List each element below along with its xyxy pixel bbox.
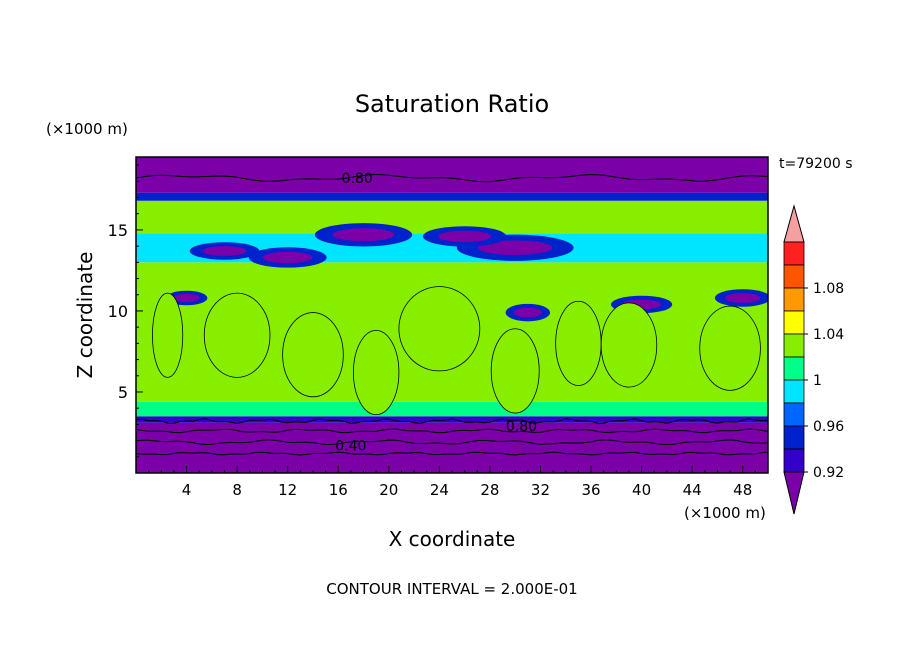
colorbar-box xyxy=(783,241,805,266)
dry-air-core xyxy=(332,228,395,242)
field-layer xyxy=(136,401,768,417)
contour-line xyxy=(136,428,768,434)
colorbar-min-triangle xyxy=(783,471,805,515)
dry-air-core xyxy=(173,293,200,303)
x-tick-label: 44 xyxy=(683,481,702,499)
colorbar-label: 1.04 xyxy=(813,327,844,343)
colorbar-label: 0.92 xyxy=(813,465,844,481)
dry-air-core xyxy=(202,246,247,256)
colorbar-box xyxy=(783,264,805,289)
moist-plume xyxy=(282,312,344,398)
time-label: t=79200 s xyxy=(779,156,853,172)
x-tick-label: 20 xyxy=(379,481,398,499)
contour-line xyxy=(136,451,768,456)
x-unit-label: (×1000 m) xyxy=(684,504,766,522)
x-tick-label: 24 xyxy=(430,481,449,499)
colorbar-box xyxy=(783,310,805,335)
colorbar-box xyxy=(783,448,805,473)
colorbar-box xyxy=(783,425,805,450)
moist-plume xyxy=(490,328,540,414)
dry-air-core xyxy=(262,251,313,264)
saturation-field xyxy=(136,157,768,473)
contour-line xyxy=(136,439,768,446)
dry-air-core xyxy=(725,293,761,303)
contour-line xyxy=(136,173,768,183)
moist-plume xyxy=(203,292,271,378)
colorbar-box xyxy=(783,356,805,381)
contour-interval-label: CONTOUR INTERVAL = 2.000E-01 xyxy=(326,580,577,598)
moist-plume xyxy=(699,305,761,391)
contour-label: 0.40 xyxy=(335,438,366,454)
x-tick-label: 36 xyxy=(581,481,600,499)
x-tick-label: 12 xyxy=(278,481,297,499)
y-unit-label: (×1000 m) xyxy=(46,120,128,138)
y-tick-label: 5 xyxy=(118,383,128,402)
x-tick-label: 32 xyxy=(531,481,550,499)
dry-air-core xyxy=(513,307,542,318)
colorbar-label: 1.08 xyxy=(813,281,844,297)
field-layer xyxy=(136,157,768,193)
contour-label: 0.80 xyxy=(342,171,373,187)
field-layer xyxy=(136,192,768,201)
field-layer xyxy=(136,416,768,423)
y-tick-label: 15 xyxy=(108,221,128,240)
colorbar-box xyxy=(783,333,805,358)
dry-air-core xyxy=(438,230,492,243)
x-tick-label: 40 xyxy=(632,481,651,499)
x-axis-label: X coordinate xyxy=(389,527,516,551)
y-axis-ticks: 5 10 15 xyxy=(108,164,143,458)
contour-line xyxy=(136,418,768,424)
colorbar-label: 1 xyxy=(813,373,822,389)
chart-title: Saturation Ratio xyxy=(355,90,549,118)
y-axis-label: Z coordinate xyxy=(73,252,97,379)
x-tick-label: 28 xyxy=(480,481,499,499)
colorbar-box xyxy=(783,287,805,312)
contour-labels: 0.80 0.80 0.40 xyxy=(335,171,537,454)
colorbar-label: 0.96 xyxy=(813,419,844,435)
colorbar: 0.92 0.96 1 1.04 1.08 xyxy=(783,204,844,515)
colorbar-box xyxy=(783,379,805,404)
colorbar-box xyxy=(783,402,805,427)
dry-air-core xyxy=(478,240,553,256)
x-tick-label: 4 xyxy=(182,481,192,499)
x-tick-label: 16 xyxy=(329,481,348,499)
x-tick-label: 8 xyxy=(232,481,242,499)
y-tick-label: 10 xyxy=(108,302,128,321)
moist-plume xyxy=(398,286,481,372)
moist-plume xyxy=(152,292,184,378)
moist-plume xyxy=(600,302,658,388)
moist-plume xyxy=(353,329,400,416)
colorbar-max-triangle xyxy=(783,204,805,243)
x-tick-label: 48 xyxy=(733,481,752,499)
moist-plume xyxy=(555,300,602,386)
contour-label: 0.80 xyxy=(506,419,537,435)
x-axis-ticks: 4 8 12 16 20 24 28 32 36 40 44 48 xyxy=(148,466,756,499)
